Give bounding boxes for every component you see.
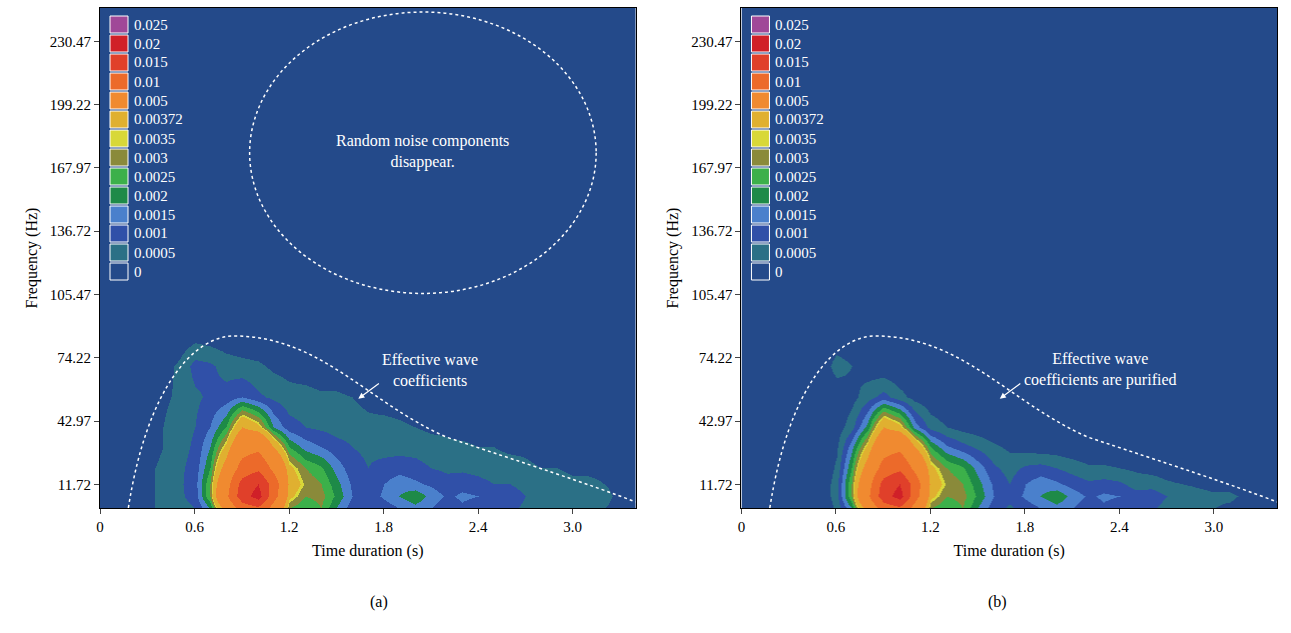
svg-text:1.2: 1.2 — [921, 519, 940, 535]
svg-text:0.025: 0.025 — [775, 17, 809, 33]
svg-text:0: 0 — [738, 519, 746, 535]
svg-text:199.22: 199.22 — [691, 97, 732, 113]
svg-text:136.72: 136.72 — [50, 223, 91, 239]
svg-text:0.0005: 0.0005 — [775, 245, 816, 261]
svg-text:230.47: 230.47 — [50, 34, 92, 50]
svg-text:167.97: 167.97 — [50, 160, 92, 176]
svg-text:0.0025: 0.0025 — [134, 169, 175, 185]
svg-text:0.0035: 0.0035 — [134, 131, 175, 147]
svg-text:136.72: 136.72 — [691, 223, 732, 239]
svg-text:0.003: 0.003 — [775, 150, 809, 166]
svg-text:0.005: 0.005 — [134, 93, 168, 109]
svg-text:0.001: 0.001 — [134, 225, 168, 241]
svg-text:0.6: 0.6 — [185, 519, 204, 535]
svg-text:0.0025: 0.0025 — [775, 169, 816, 185]
svg-text:1.8: 1.8 — [374, 519, 393, 535]
svg-text:0: 0 — [96, 519, 104, 535]
svg-text:0: 0 — [134, 264, 142, 280]
svg-text:Frequency (Hz): Frequency (Hz) — [664, 208, 682, 309]
svg-text:Random noise componentsdisappe: Random noise componentsdisappear. — [336, 132, 509, 171]
svg-text:0.003: 0.003 — [134, 150, 168, 166]
svg-text:0.025: 0.025 — [134, 17, 168, 33]
svg-text:0.0015: 0.0015 — [775, 207, 816, 223]
svg-text:2.4: 2.4 — [469, 519, 488, 535]
svg-text:(b): (b) — [988, 593, 1007, 611]
svg-text:0.0035: 0.0035 — [775, 131, 816, 147]
svg-text:0.00372: 0.00372 — [775, 111, 824, 127]
svg-text:0.0015: 0.0015 — [134, 207, 175, 223]
svg-text:42.97: 42.97 — [57, 413, 91, 429]
svg-text:0.005: 0.005 — [775, 93, 809, 109]
svg-text:0.01: 0.01 — [134, 74, 160, 90]
svg-text:0.015: 0.015 — [134, 54, 168, 70]
svg-text:199.22: 199.22 — [50, 97, 91, 113]
svg-text:74.22: 74.22 — [699, 350, 733, 366]
svg-text:105.47: 105.47 — [50, 287, 92, 303]
svg-text:167.97: 167.97 — [691, 160, 733, 176]
svg-text:0.6: 0.6 — [827, 519, 846, 535]
svg-text:105.47: 105.47 — [691, 287, 733, 303]
svg-text:0.001: 0.001 — [775, 225, 809, 241]
svg-text:Effective wavecoefficients are: Effective wavecoefficients are purified — [1024, 350, 1177, 389]
svg-text:(a): (a) — [370, 593, 388, 611]
svg-text:3.0: 3.0 — [1205, 519, 1224, 535]
svg-text:Time duration (s): Time duration (s) — [312, 542, 423, 560]
svg-text:42.97: 42.97 — [699, 413, 733, 429]
svg-text:0.002: 0.002 — [775, 188, 809, 204]
svg-text:11.72: 11.72 — [58, 477, 91, 493]
svg-text:Effective wavecoefficients: Effective wavecoefficients — [382, 351, 478, 389]
svg-text:0.015: 0.015 — [775, 54, 809, 70]
svg-text:0.0005: 0.0005 — [134, 245, 175, 261]
svg-text:0.01: 0.01 — [775, 74, 801, 90]
svg-text:0.02: 0.02 — [134, 36, 160, 52]
svg-text:1.2: 1.2 — [280, 519, 299, 535]
svg-text:2.4: 2.4 — [1110, 519, 1129, 535]
svg-text:0.002: 0.002 — [134, 188, 168, 204]
svg-text:3.0: 3.0 — [563, 519, 582, 535]
svg-text:0.02: 0.02 — [775, 36, 801, 52]
svg-text:0.00372: 0.00372 — [134, 111, 183, 127]
svg-text:74.22: 74.22 — [57, 350, 91, 366]
svg-text:11.72: 11.72 — [699, 477, 732, 493]
svg-text:Frequency (Hz): Frequency (Hz) — [23, 208, 41, 309]
svg-text:Time duration (s): Time duration (s) — [954, 542, 1065, 560]
svg-text:230.47: 230.47 — [691, 34, 733, 50]
svg-text:1.8: 1.8 — [1016, 519, 1035, 535]
svg-text:0: 0 — [775, 264, 783, 280]
